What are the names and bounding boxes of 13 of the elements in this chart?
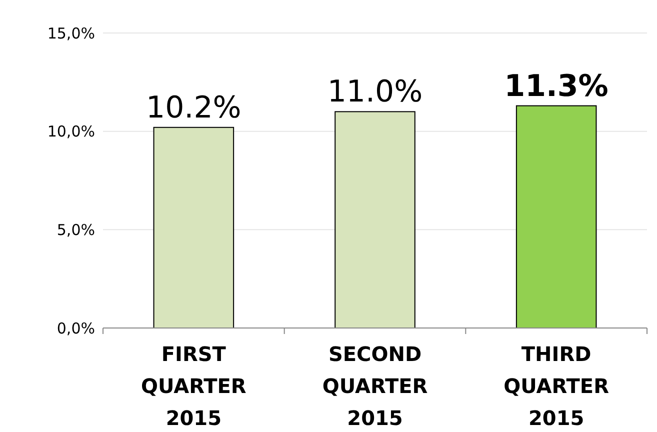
- bar: [334, 111, 416, 328]
- y-tick-label: 0,0%: [56, 319, 95, 338]
- y-tick-label: 5,0%: [56, 220, 95, 239]
- x-tick-label: SECOND QUARTER 2015: [322, 342, 428, 430]
- y-tick-label: 15,0%: [47, 24, 95, 42]
- data-label: 11.0%: [327, 74, 423, 110]
- y-tick-label: 10,0%: [47, 122, 95, 141]
- data-label: 10.2%: [146, 90, 242, 126]
- data-label: 11.3%: [504, 68, 608, 104]
- x-tick-label: THIRD QUARTER 2015: [504, 342, 609, 430]
- bar: [516, 105, 597, 328]
- x-tick-label: FIRST QUARTER 2015: [141, 342, 246, 430]
- bar: [153, 126, 234, 328]
